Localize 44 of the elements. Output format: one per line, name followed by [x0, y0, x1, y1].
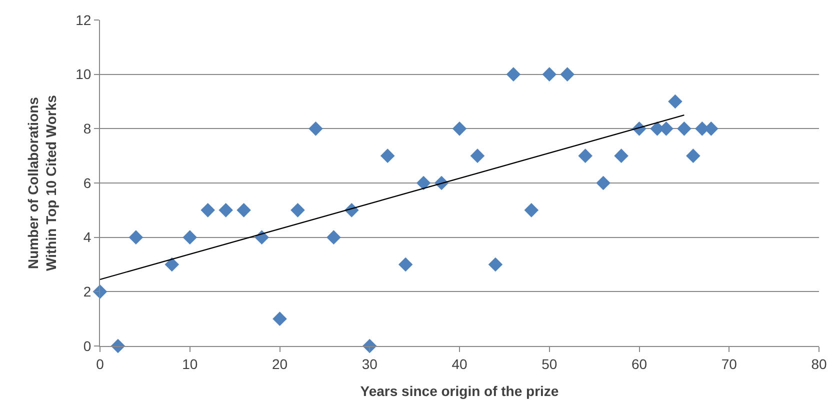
point — [128, 230, 144, 244]
x-tick-label: 20 — [272, 356, 288, 372]
point — [677, 122, 692, 136]
x-tick-label: 70 — [721, 356, 738, 372]
point — [452, 122, 467, 136]
y-tick-label: 4 — [83, 229, 92, 246]
point — [308, 122, 323, 136]
y-tick-label: 6 — [83, 174, 92, 191]
point — [272, 312, 287, 326]
y-tick-label: 8 — [83, 120, 92, 137]
x-tick-label: 30 — [362, 356, 378, 372]
point — [326, 230, 341, 244]
point — [578, 148, 592, 163]
x-tick-label: 10 — [182, 356, 198, 372]
point — [524, 203, 539, 218]
point — [596, 176, 610, 190]
x-tick-label: 0 — [96, 356, 104, 372]
point — [488, 257, 503, 272]
x-tick-label: 50 — [542, 356, 558, 372]
point — [236, 203, 251, 218]
y-axis-title: Number of Collaborations Within Top 10 Cited Works — [25, 94, 60, 271]
point — [218, 203, 233, 218]
y-tick-label: 12 — [76, 12, 92, 28]
point — [290, 203, 305, 218]
y-tick-label: 2 — [83, 284, 92, 300]
point — [182, 230, 198, 244]
y-tick-label: 10 — [76, 66, 92, 82]
point — [164, 257, 180, 272]
point — [380, 148, 395, 163]
x-tick-label: 40 — [452, 356, 468, 372]
point — [398, 257, 413, 272]
point — [614, 148, 628, 163]
y-tick-label: 0 — [83, 338, 92, 354]
point — [470, 148, 485, 163]
point — [200, 203, 215, 218]
x-tick-label: 80 — [811, 356, 827, 372]
point — [668, 94, 682, 109]
point — [686, 148, 700, 163]
x-axis-title: Years since origin of the prize — [360, 383, 559, 400]
point — [506, 67, 521, 82]
point — [542, 67, 557, 82]
point — [416, 176, 431, 190]
x-tick-label: 60 — [631, 356, 648, 372]
point — [560, 67, 574, 82]
